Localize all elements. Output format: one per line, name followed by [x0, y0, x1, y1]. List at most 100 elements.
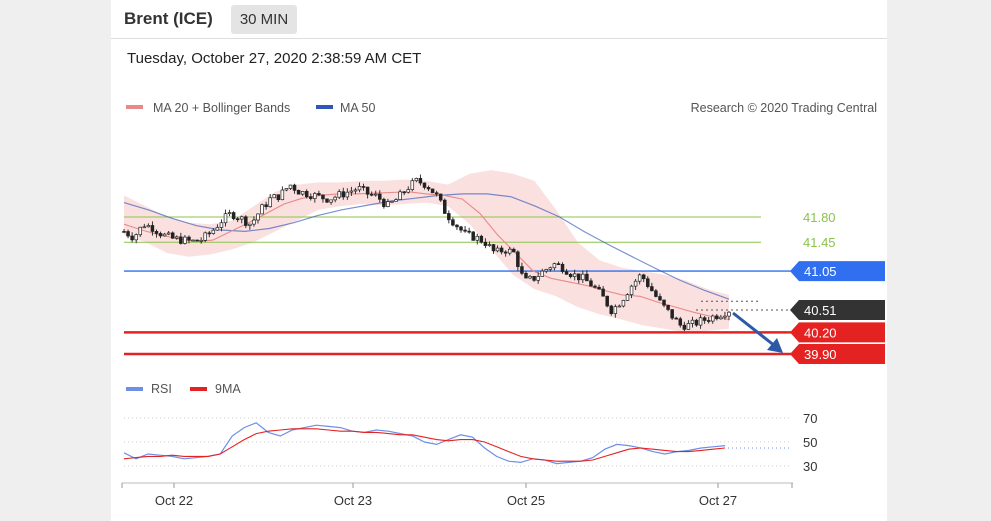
ma50-line	[123, 193, 730, 300]
candle-body	[223, 213, 228, 224]
ma9-legend-label: 9MA	[215, 382, 241, 396]
candle-body	[507, 248, 512, 254]
header-divider	[111, 38, 887, 39]
ma50-legend-label: MA 50	[340, 101, 375, 115]
candle	[585, 270, 589, 282]
candle-body	[593, 285, 597, 288]
candle-body	[227, 212, 232, 214]
candle-body	[702, 317, 707, 321]
candle	[235, 216, 240, 223]
candle-body	[727, 311, 731, 317]
candle	[199, 237, 203, 244]
candle	[187, 235, 191, 244]
candle	[682, 321, 687, 332]
candle-body	[170, 232, 175, 239]
candle-body	[723, 315, 727, 318]
candle-body	[207, 232, 212, 235]
candle	[451, 217, 455, 227]
candle	[219, 219, 224, 232]
candle	[154, 229, 159, 238]
candle	[670, 309, 674, 321]
candle	[625, 293, 630, 301]
candle-body	[422, 182, 427, 188]
candle	[516, 250, 520, 271]
rsi-line	[123, 422, 726, 465]
candle	[179, 232, 183, 245]
candle-body	[138, 226, 142, 236]
candle-body	[658, 296, 662, 301]
candle	[556, 261, 561, 266]
candle-body	[215, 227, 220, 231]
price-plot: 41.80 41.45 41.05 40.51 40.20 39.90	[122, 170, 885, 364]
candle	[552, 262, 557, 271]
candle-body	[601, 288, 605, 297]
candle-body	[418, 178, 423, 184]
candle	[633, 278, 638, 290]
candle	[686, 320, 691, 330]
candle	[438, 193, 443, 202]
candle-body	[248, 223, 252, 226]
candle-body	[122, 231, 126, 233]
candle	[414, 177, 419, 183]
candle	[195, 239, 199, 242]
candle	[272, 193, 276, 199]
candle	[373, 190, 378, 197]
candle-body	[625, 294, 630, 301]
candle	[300, 190, 305, 196]
candle	[666, 304, 670, 312]
candle-body	[686, 323, 691, 330]
level-tag-41-05	[790, 261, 885, 282]
candle-body	[577, 273, 581, 281]
candle-body	[589, 280, 593, 287]
candle	[581, 270, 585, 283]
candle-body	[609, 305, 613, 314]
candle-body	[166, 232, 171, 235]
candle	[207, 230, 212, 238]
candle	[418, 174, 423, 186]
candle-body	[447, 213, 451, 221]
candle-body	[662, 299, 666, 306]
x-tick-label: Oct 22	[155, 493, 193, 508]
candle	[593, 284, 597, 289]
copyright-label: Research © 2020 Trading Central	[691, 101, 877, 115]
candle	[191, 239, 195, 242]
candle	[398, 189, 402, 200]
candle-body	[560, 264, 565, 272]
candle	[382, 197, 386, 209]
candle	[711, 314, 715, 324]
candle	[564, 268, 569, 275]
candle	[264, 201, 268, 210]
candle-body	[617, 305, 622, 308]
candle	[365, 186, 370, 199]
candle-body	[455, 224, 459, 228]
candle	[483, 238, 488, 249]
timeframe-button[interactable]: 30 MIN	[231, 5, 297, 34]
candle	[568, 273, 573, 279]
candle-body	[292, 184, 297, 191]
candle-body	[126, 231, 130, 237]
candle	[142, 223, 147, 229]
candle-body	[443, 199, 447, 214]
candle-body	[398, 191, 402, 200]
candle-body	[235, 218, 240, 221]
candle-body	[321, 194, 325, 200]
candle	[540, 268, 544, 277]
candle-body	[183, 236, 187, 244]
candle	[130, 232, 134, 243]
candle	[309, 193, 313, 201]
candle-body	[300, 191, 305, 195]
bollinger-band	[124, 170, 729, 333]
candle	[260, 203, 264, 215]
candle	[223, 209, 228, 227]
candle-body	[244, 216, 248, 226]
candle-body	[670, 309, 674, 319]
level-tag-40-51	[790, 300, 885, 321]
candle-body	[357, 186, 362, 191]
level-label-40-51: 40.51	[804, 303, 837, 318]
candle-body	[438, 193, 443, 201]
candle-body	[479, 235, 484, 243]
level-label-39-90: 39.90	[804, 347, 837, 362]
candle-body	[313, 193, 317, 199]
candle-body	[597, 286, 601, 290]
candle	[495, 245, 500, 253]
